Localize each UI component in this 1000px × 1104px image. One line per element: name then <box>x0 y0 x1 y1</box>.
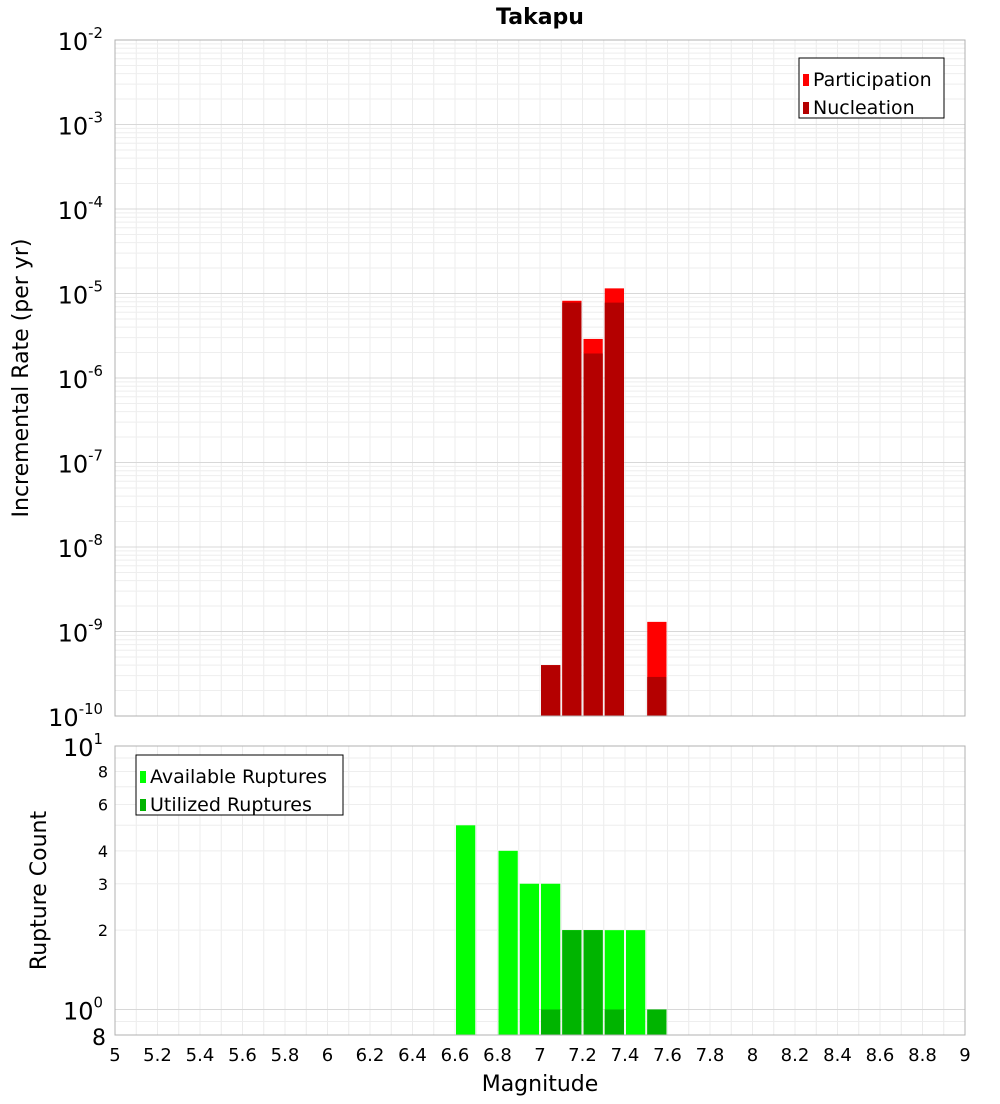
bottom-legend-swatch <box>140 771 146 783</box>
x-tick-label: 5.6 <box>228 1045 257 1066</box>
x-axis-label: Magnitude <box>482 1072 599 1097</box>
bottom-plot-border <box>114 745 966 1036</box>
top-y-tick-label-exp: -9 <box>88 616 103 634</box>
top-y-tick-label-base: 10 <box>48 704 79 732</box>
available-ruptures-bar <box>519 883 539 1035</box>
nucleation-bar <box>604 302 624 716</box>
available-ruptures-bar <box>456 825 476 1035</box>
x-tick-label: 8.6 <box>866 1045 895 1066</box>
bottom-y-tick-label: 3 <box>98 875 108 894</box>
bottom-y-tick-label: 4 <box>98 842 108 861</box>
bottom-y-major-tick-label: 100 <box>63 993 103 1025</box>
x-tick-label: 6.8 <box>483 1045 512 1066</box>
available-ruptures-bar <box>498 850 518 1035</box>
top-y-tick-label-exp: -2 <box>88 24 103 42</box>
x-tick-label: 8.2 <box>781 1045 810 1066</box>
bottom-legend-swatch <box>140 799 146 811</box>
bottom-y-tick-label: 2 <box>98 921 108 940</box>
available-ruptures-bar <box>541 883 561 1035</box>
top-y-tick-label: 10-5 <box>58 278 103 310</box>
x-tick-label: 5.8 <box>271 1045 300 1066</box>
x-tick-label: 5.2 <box>143 1045 172 1066</box>
bottom-y-major-tick-label-base: 10 <box>63 997 94 1025</box>
top-plot-border <box>114 39 966 717</box>
top-y-axis-label: Incremental Rate (per yr) <box>9 239 34 518</box>
top-y-tick-label-base: 10 <box>58 282 89 310</box>
chart-title: Takapu <box>496 5 584 30</box>
top-legend-swatch <box>803 74 809 86</box>
nucleation-bar <box>541 665 561 716</box>
x-tick-label: 7.2 <box>568 1045 597 1066</box>
bottom-y-axis-label: Rupture Count <box>27 811 52 971</box>
top-y-tick-label-exp: -4 <box>88 193 103 211</box>
top-y-tick-label-base: 10 <box>58 28 89 56</box>
top-legend-label: Participation <box>813 69 932 91</box>
x-tick-label: 6 <box>322 1045 333 1066</box>
available-ruptures-bar <box>626 930 646 1035</box>
bottom-legend: Available Ruptures Utilized Ruptures <box>135 754 344 816</box>
top-y-tick-label: 10-10 <box>48 700 103 732</box>
top-y-tick-label: 10-4 <box>58 193 103 225</box>
bottom-y-tick-label: 6 <box>98 795 108 814</box>
x-tick-label: 9 <box>959 1045 970 1066</box>
top-legend-box <box>798 57 945 119</box>
top-y-tick-label-exp: -10 <box>79 700 103 718</box>
x-tick-label: 6.6 <box>441 1045 470 1066</box>
x-tick-label: 7.8 <box>696 1045 725 1066</box>
top-y-tick-label-exp: -3 <box>88 109 103 127</box>
top-y-tick-label-exp: -8 <box>88 531 103 549</box>
nucleation-bar <box>647 676 667 716</box>
available-ruptures-bar <box>604 930 624 1035</box>
top-y-tick-label: 10-6 <box>58 362 103 394</box>
utilized-ruptures-bar <box>583 930 603 1035</box>
utilized-ruptures-bar <box>562 930 582 1035</box>
bottom-y-tick-label: 8 <box>98 763 108 782</box>
bottom-y-major-tick-label-exp: 0 <box>94 993 103 1011</box>
utilized-ruptures-bar <box>541 1009 561 1035</box>
top-legend-label: Nucleation <box>813 97 915 119</box>
top-y-tick-label-base: 10 <box>58 620 89 648</box>
x-tick-label: 7.4 <box>611 1045 640 1066</box>
bottom-legend-label: Available Ruptures <box>150 766 327 788</box>
utilized-ruptures-bar <box>604 1009 624 1035</box>
x-tick-label: 5 <box>109 1045 120 1066</box>
top-y-tick-label-base: 10 <box>58 366 89 394</box>
x-tick-label: 8 <box>747 1045 758 1066</box>
top-y-tick-label: 10-9 <box>58 616 103 648</box>
x-tick-label: 6.4 <box>398 1045 427 1066</box>
utilized-ruptures-bar <box>647 1009 667 1035</box>
top-y-tick-label-base: 10 <box>58 451 89 479</box>
bottom-y-major-tick-label-base: 10 <box>63 734 94 762</box>
top-y-tick-label-base: 10 <box>58 113 89 141</box>
top-y-tick-label-exp: -7 <box>88 447 103 465</box>
top-y-tick-label-exp: -5 <box>88 278 103 296</box>
top-y-tick-label: 10-2 <box>58 24 103 56</box>
top-y-tick-label-base: 10 <box>58 197 89 225</box>
top-y-tick-label: 10-8 <box>58 531 103 563</box>
top-y-tick-label: 10-3 <box>58 109 103 141</box>
x-tick-label: 8.4 <box>823 1045 852 1066</box>
bottom-y-major-tick-label-exp: 1 <box>94 730 103 748</box>
nucleation-bar <box>562 302 582 716</box>
bottom-legend-box <box>135 754 344 816</box>
top-y-tick-label: 10-7 <box>58 447 103 479</box>
x-tick-label: 7 <box>534 1045 545 1066</box>
top-y-tick-label-base: 10 <box>58 535 89 563</box>
x-tick-label: 5.4 <box>186 1045 215 1066</box>
x-tick-label: 6.2 <box>356 1045 385 1066</box>
x-tick-label: 8.8 <box>908 1045 937 1066</box>
top-legend-swatch <box>803 102 809 114</box>
bottom-legend-label: Utilized Ruptures <box>150 794 312 816</box>
x-tick-label: 7.6 <box>653 1045 682 1066</box>
nucleation-bar <box>583 353 603 716</box>
top-legend: Participation Nucleation <box>798 57 945 119</box>
top-y-tick-label-exp: -6 <box>88 362 103 380</box>
bottom-y-major-tick-label: 101 <box>63 730 103 762</box>
bottom-y-tick-label: 8 <box>92 1026 106 1051</box>
